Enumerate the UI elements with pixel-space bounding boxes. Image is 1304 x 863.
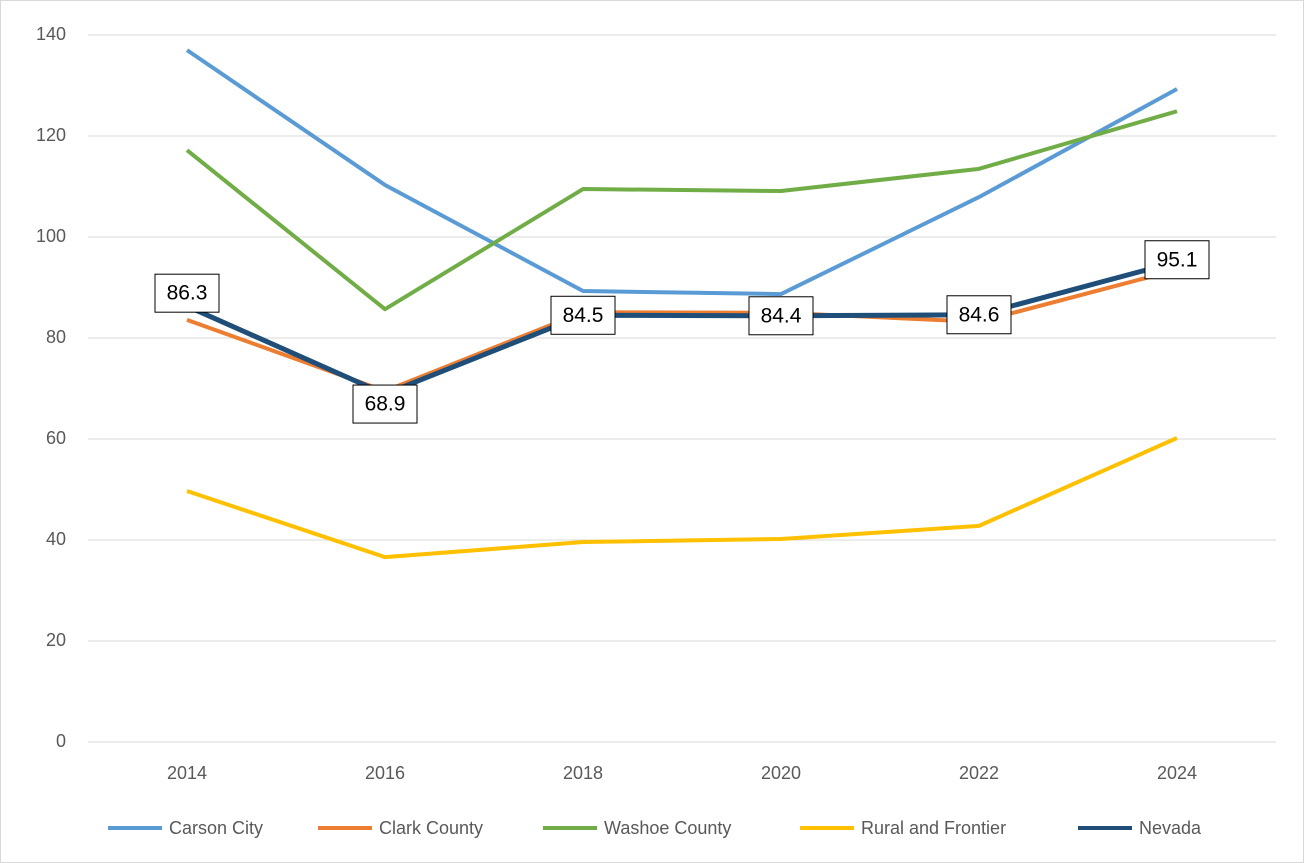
legend-label: Clark County bbox=[379, 818, 483, 838]
legend-label: Washoe County bbox=[604, 818, 731, 838]
data-label-box bbox=[1144, 240, 1210, 280]
y-tick-label: 100 bbox=[36, 226, 66, 246]
x-tick-label: 2022 bbox=[959, 763, 999, 783]
data-label: 68.9 bbox=[365, 393, 406, 416]
y-tick-label: 120 bbox=[36, 125, 66, 145]
x-tick-label: 2016 bbox=[365, 763, 405, 783]
y-tick-label: 140 bbox=[36, 24, 66, 44]
series-line bbox=[186, 436, 1178, 560]
data-label-box bbox=[352, 384, 418, 424]
data-label-box bbox=[946, 295, 1012, 335]
series-line bbox=[185, 109, 1178, 312]
data-label-box bbox=[154, 273, 220, 313]
legend-label: Nevada bbox=[1139, 818, 1202, 838]
legend-label: Carson City bbox=[169, 818, 263, 838]
data-label-box bbox=[748, 296, 814, 336]
data-label: 84.4 bbox=[761, 304, 802, 327]
y-tick-label: 40 bbox=[46, 529, 66, 549]
data-label-box bbox=[550, 295, 616, 335]
x-tick-label: 2014 bbox=[167, 763, 207, 783]
data-label: 95.1 bbox=[1157, 248, 1198, 271]
series-line bbox=[185, 48, 1178, 297]
x-tick-label: 2020 bbox=[761, 763, 801, 783]
y-tick-label: 80 bbox=[46, 327, 66, 347]
series-line bbox=[185, 259, 1178, 397]
data-label: 86.3 bbox=[167, 282, 208, 305]
x-tick-label: 2024 bbox=[1157, 763, 1197, 783]
y-tick-label: 0 bbox=[56, 731, 66, 751]
y-tick-label: 20 bbox=[46, 630, 66, 650]
legend-label: Rural and Frontier bbox=[861, 818, 1006, 838]
y-tick-label: 60 bbox=[46, 428, 66, 448]
data-label: 84.6 bbox=[959, 303, 1000, 326]
data-label: 84.5 bbox=[563, 304, 604, 327]
x-tick-label: 2018 bbox=[563, 763, 603, 783]
